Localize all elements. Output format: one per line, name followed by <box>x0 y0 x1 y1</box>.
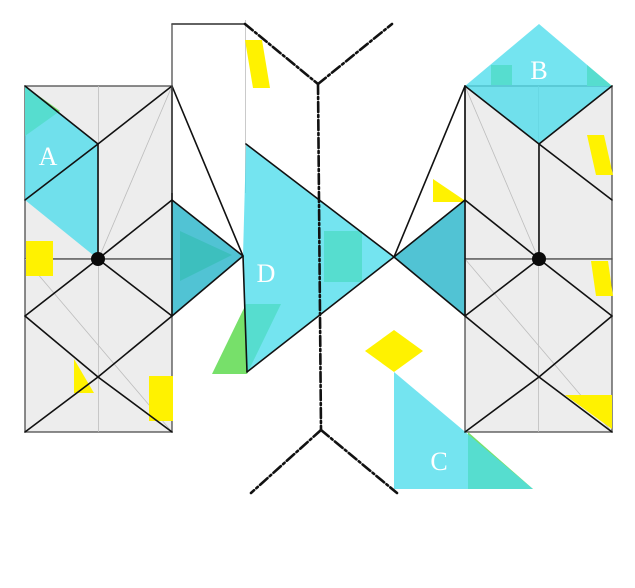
svg-text:A: A <box>39 142 58 171</box>
svg-text:C: C <box>430 447 447 476</box>
svg-text:B: B <box>530 56 547 85</box>
svg-text:D: D <box>257 259 276 288</box>
